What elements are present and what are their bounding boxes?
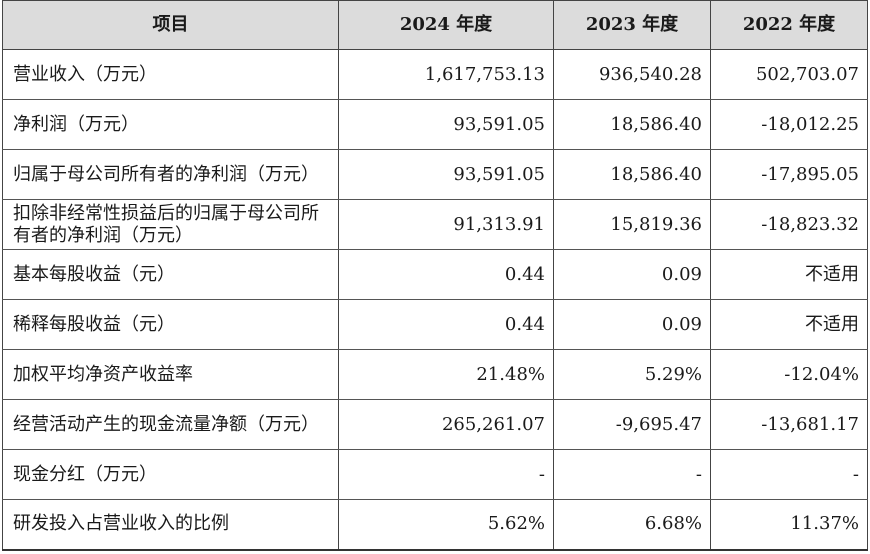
table-row: 扣除非经常性损益后的归属于母公司所有者的净利润（万元） 91,313.91 15… (2, 199, 868, 250)
cell-2022: 不适用 (710, 249, 868, 300)
cell-2023: -9,695.47 (553, 399, 711, 450)
table-row: 归属于母公司所有者的净利润（万元） 93,591.05 18,586.40 -1… (2, 149, 868, 200)
cell-2023: - (553, 449, 711, 500)
table-row: 稀释每股收益（元） 0.44 0.09 不适用 (2, 299, 868, 350)
row-label: 扣除非经常性损益后的归属于母公司所有者的净利润（万元） (2, 199, 339, 250)
cell-2023: 0.09 (553, 299, 711, 350)
table-row: 营业收入（万元） 1,617,753.13 936,540.28 502,703… (2, 49, 868, 100)
row-label: 经营活动产生的现金流量净额（万元） (2, 399, 339, 450)
header-year-2023: 2023 年度 (553, 0, 711, 50)
cell-2024: 5.62% (338, 499, 554, 551)
row-label: 加权平均净资产收益率 (2, 349, 339, 400)
row-label: 稀释每股收益（元） (2, 299, 339, 350)
table-row: 加权平均净资产收益率 21.48% 5.29% -12.04% (2, 349, 868, 400)
cell-2024: - (338, 449, 554, 500)
row-label: 净利润（万元） (2, 99, 339, 150)
table-row: 基本每股收益（元） 0.44 0.09 不适用 (2, 249, 868, 300)
table-row: 净利润（万元） 93,591.05 18,586.40 -18,012.25 (2, 99, 868, 150)
cell-2023: 18,586.40 (553, 99, 711, 150)
cell-2022: 不适用 (710, 299, 868, 350)
header-row: 项目 2024 年度 2023 年度 2022 年度 (2, 0, 868, 50)
row-label: 研发投入占营业收入的比例 (2, 499, 339, 551)
cell-2024: 1,617,753.13 (338, 49, 554, 100)
cell-2024: 0.44 (338, 299, 554, 350)
cell-2022: -18,012.25 (710, 99, 868, 150)
cell-2024: 91,313.91 (338, 199, 554, 250)
row-label: 现金分红（万元） (2, 449, 339, 500)
cell-2023: 5.29% (553, 349, 711, 400)
table-body: 营业收入（万元） 1,617,753.13 936,540.28 502,703… (2, 49, 868, 551)
cell-2024: 265,261.07 (338, 399, 554, 450)
cell-2022: 502,703.07 (710, 49, 868, 100)
row-label: 基本每股收益（元） (2, 249, 339, 300)
cell-2023: 15,819.36 (553, 199, 711, 250)
cell-2022: 11.37% (710, 499, 868, 551)
header-item: 项目 (2, 0, 339, 50)
cell-2023: 18,586.40 (553, 149, 711, 200)
cell-2024: 0.44 (338, 249, 554, 300)
cell-2024: 93,591.05 (338, 149, 554, 200)
cell-2022: -18,823.32 (710, 199, 868, 250)
cell-2024: 93,591.05 (338, 99, 554, 150)
row-label: 归属于母公司所有者的净利润（万元） (2, 149, 339, 200)
header-year-2022: 2022 年度 (710, 0, 868, 50)
row-label: 营业收入（万元） (2, 49, 339, 100)
table-header: 项目 2024 年度 2023 年度 2022 年度 (2, 0, 868, 50)
table-row: 经营活动产生的现金流量净额（万元） 265,261.07 -9,695.47 -… (2, 399, 868, 450)
cell-2023: 0.09 (553, 249, 711, 300)
header-year-2024: 2024 年度 (338, 0, 554, 50)
cell-2022: - (710, 449, 868, 500)
cell-2024: 21.48% (338, 349, 554, 400)
table-row: 现金分红（万元） - - - (2, 449, 868, 500)
cell-2023: 6.68% (553, 499, 711, 551)
cell-2022: -17,895.05 (710, 149, 868, 200)
table-row: 研发投入占营业收入的比例 5.62% 6.68% 11.37% (2, 499, 868, 551)
cell-2023: 936,540.28 (553, 49, 711, 100)
cell-2022: -13,681.17 (710, 399, 868, 450)
cell-2022: -12.04% (710, 349, 868, 400)
